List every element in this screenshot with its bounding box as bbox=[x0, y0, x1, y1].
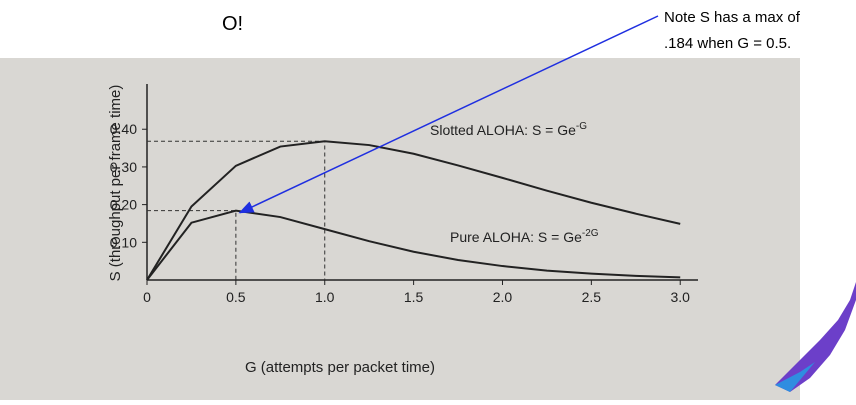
x-tick-label: 0.5 bbox=[226, 289, 246, 305]
x-tick-label: 0 bbox=[143, 289, 151, 305]
x-tick-label: 1.5 bbox=[404, 289, 424, 305]
y-tick-label: 0.10 bbox=[110, 234, 137, 250]
y-tick-label: 0.40 bbox=[110, 121, 137, 137]
slide-title: O! bbox=[222, 13, 243, 35]
scanned-page bbox=[0, 58, 800, 400]
x-tick-label: 2.0 bbox=[493, 289, 513, 305]
series-superscript: -G bbox=[576, 121, 587, 132]
x-tick-label: 2.5 bbox=[582, 289, 602, 305]
note-line: .184 when G = 0.5. bbox=[664, 35, 791, 52]
series-label: Pure ALOHA: S = Ge-2G bbox=[450, 228, 599, 245]
x-tick-label: 1.0 bbox=[315, 289, 335, 305]
y-tick-label: 0.20 bbox=[110, 197, 137, 213]
y-axis-label: S (throughput per frame time) bbox=[107, 85, 124, 282]
note-arrow bbox=[238, 15, 659, 214]
x-tick-label: 3.0 bbox=[670, 289, 690, 305]
series-superscript: -2G bbox=[582, 228, 599, 239]
series-label: Slotted ALOHA: S = Ge-G bbox=[430, 121, 587, 138]
series-name: Pure ALOHA: S = Ge bbox=[450, 229, 582, 245]
series-line bbox=[146, 140, 681, 281]
decoration bbox=[775, 362, 815, 392]
y-tick-label: 0.30 bbox=[110, 159, 137, 175]
reference-line bbox=[147, 210, 237, 280]
x-axis-label: G (attempts per packet time) bbox=[245, 359, 435, 376]
note-line: Note S has a max of bbox=[664, 9, 801, 26]
series-name: Slotted ALOHA: S = Ge bbox=[430, 122, 576, 138]
series-line bbox=[146, 209, 681, 281]
